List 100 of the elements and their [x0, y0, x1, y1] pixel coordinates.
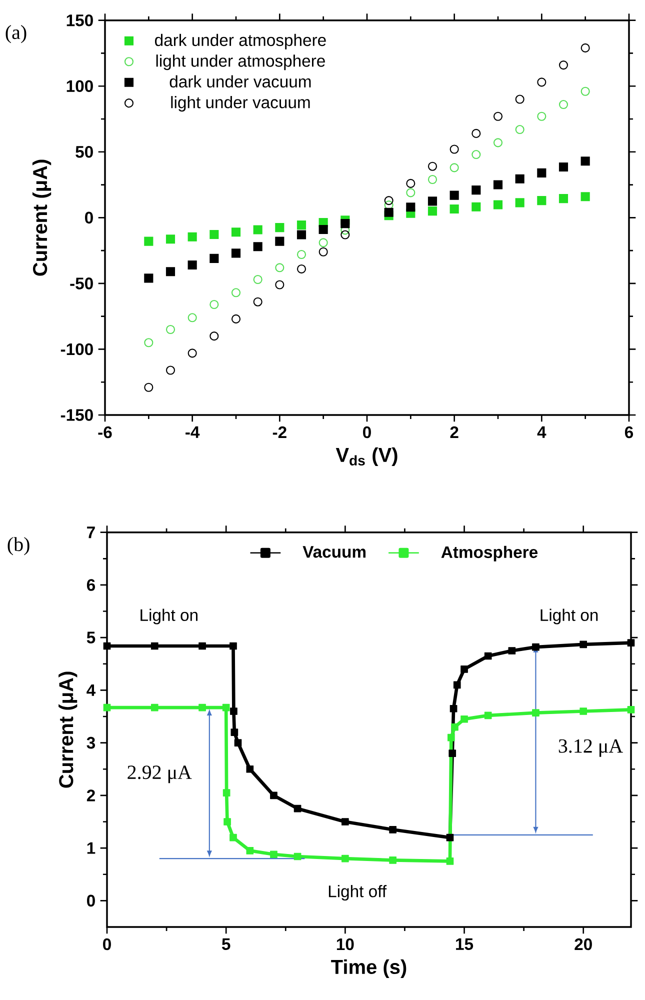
x-tick-label: 0 — [363, 426, 371, 438]
point — [230, 834, 237, 842]
point — [460, 665, 468, 673]
point — [230, 728, 238, 736]
y-tick-label: 100 — [66, 80, 93, 92]
y-tick-label: -50 — [70, 278, 93, 290]
point — [537, 168, 546, 178]
point — [451, 723, 458, 731]
point — [246, 765, 254, 773]
y-tick-label: -100 — [60, 343, 93, 356]
point — [296, 250, 306, 260]
point — [166, 366, 176, 375]
point — [580, 708, 588, 715]
x-tick-label: 20 — [574, 938, 592, 950]
point — [275, 280, 284, 290]
y-tick-label: 5 — [86, 632, 96, 644]
legend-label: light under vacuum — [171, 96, 310, 112]
y-tick-label: 2 — [86, 790, 95, 802]
point — [484, 712, 492, 720]
point — [144, 382, 154, 392]
y-tick-label: 0 — [85, 212, 93, 224]
point — [428, 162, 438, 171]
point — [627, 706, 635, 714]
point — [210, 230, 219, 240]
legend-label: Atmosphere — [441, 546, 538, 562]
annotation: 3.12 μA — [558, 739, 623, 757]
point — [450, 163, 459, 172]
x-tick-label: 5 — [222, 938, 230, 950]
point — [198, 704, 206, 712]
y-tick-label: 0 — [87, 894, 95, 907]
point — [537, 112, 546, 121]
point — [166, 267, 176, 276]
point — [253, 242, 262, 252]
point — [484, 652, 492, 660]
annotation: Light on — [540, 608, 598, 624]
point — [198, 642, 206, 650]
point — [103, 704, 111, 712]
y-axis-title: Current (μA) — [32, 160, 52, 276]
x-tick-label: 6 — [624, 426, 634, 438]
legend-label: dark under vacuum — [170, 75, 311, 88]
point — [558, 162, 568, 172]
point — [144, 338, 154, 348]
point — [234, 739, 242, 746]
point — [580, 86, 590, 96]
point — [246, 847, 254, 854]
point — [450, 204, 459, 214]
point — [460, 715, 468, 723]
point — [296, 220, 306, 230]
point — [472, 128, 481, 138]
point — [450, 704, 458, 712]
point — [210, 300, 219, 310]
point — [537, 78, 546, 87]
point — [493, 200, 503, 210]
text: (b) — [8, 537, 30, 556]
point — [342, 854, 349, 862]
point — [508, 647, 516, 654]
point — [428, 206, 438, 216]
point — [340, 230, 350, 240]
point — [222, 789, 230, 796]
point — [188, 232, 197, 242]
y-tick-label: 7 — [87, 526, 95, 538]
point — [446, 858, 454, 865]
point — [532, 709, 540, 716]
point — [296, 264, 306, 274]
point — [253, 225, 262, 234]
point — [448, 750, 456, 758]
point — [166, 234, 176, 244]
point — [275, 263, 284, 272]
point — [515, 124, 524, 134]
point — [558, 60, 568, 70]
x-tick-label: -6 — [98, 426, 112, 438]
point — [406, 202, 416, 212]
point — [296, 230, 306, 240]
point — [222, 704, 230, 712]
x-tick-label: 4 — [537, 426, 546, 438]
y-tick-label: 1 — [87, 842, 96, 854]
point — [537, 196, 546, 206]
text: (a) — [6, 25, 26, 44]
point — [428, 174, 438, 184]
point — [580, 192, 590, 202]
point — [472, 186, 481, 195]
point — [406, 188, 416, 198]
point — [210, 332, 219, 341]
x-tick-label: 2 — [450, 426, 458, 438]
point — [270, 850, 278, 858]
y-tick-label: 50 — [76, 146, 93, 158]
point — [231, 228, 241, 237]
point — [294, 852, 302, 860]
point — [558, 100, 568, 110]
point — [150, 642, 158, 650]
point — [389, 826, 396, 834]
point — [230, 708, 238, 715]
y-tick-label: 3 — [86, 736, 96, 749]
point — [384, 208, 394, 217]
point — [231, 288, 241, 298]
x-axis-title: V$_{ds}$ (V) — [336, 447, 398, 466]
point — [210, 254, 219, 263]
point — [493, 112, 503, 121]
point — [627, 639, 635, 647]
x-tick-label: -2 — [272, 426, 286, 438]
